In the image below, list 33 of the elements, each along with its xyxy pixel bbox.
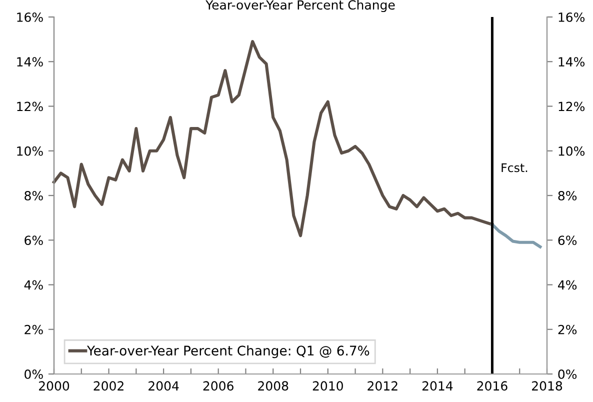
y-tick-label: 14% xyxy=(17,57,43,67)
x-tick-label: 2016 xyxy=(477,381,508,391)
y-tick-label: 4% xyxy=(24,280,43,290)
ref-line-label: Fcst. xyxy=(502,163,528,172)
x-tick-label: 2000 xyxy=(39,381,70,391)
x-tick-label: 2018 xyxy=(532,381,562,391)
x-tick-label: 2010 xyxy=(312,381,343,391)
y2-tick-label: 12% xyxy=(558,102,585,112)
y2-tick-label: 4% xyxy=(558,280,577,290)
y2-tick-label: 10% xyxy=(558,146,585,156)
y-tick-label: 2% xyxy=(24,324,43,334)
y2-tick-label: 2% xyxy=(558,324,577,334)
x-tick-label: 2012 xyxy=(368,381,398,391)
y-tick-label: 10% xyxy=(17,146,43,156)
y-tick-label: 0% xyxy=(24,369,43,379)
y-tick-label: 8% xyxy=(24,190,43,200)
y2-tick-label: 0% xyxy=(558,369,577,379)
y2-tick-label: 6% xyxy=(558,236,577,246)
y2-tick-label: 16% xyxy=(558,12,585,22)
line-series xyxy=(490,222,542,248)
legend-label: Year-over-Year Percent Change: Q1 @ 6.7% xyxy=(86,345,370,358)
y-tick-label: 16% xyxy=(17,12,43,22)
x-tick-label: 2008 xyxy=(258,381,288,391)
x-tick-label: 2006 xyxy=(203,381,234,391)
x-tick-label: 2014 xyxy=(422,381,453,391)
line-series xyxy=(52,40,494,238)
y2-tick-label: 8% xyxy=(558,190,577,200)
chart-title: Year-over-Year Percent Change xyxy=(206,0,395,12)
x-tick-label: 2002 xyxy=(94,381,124,391)
y-tick-label: 12% xyxy=(17,102,43,112)
x-tick-label: 2004 xyxy=(148,381,179,391)
y-tick-label: 6% xyxy=(24,236,43,246)
y2-tick-label: 14% xyxy=(558,57,585,67)
